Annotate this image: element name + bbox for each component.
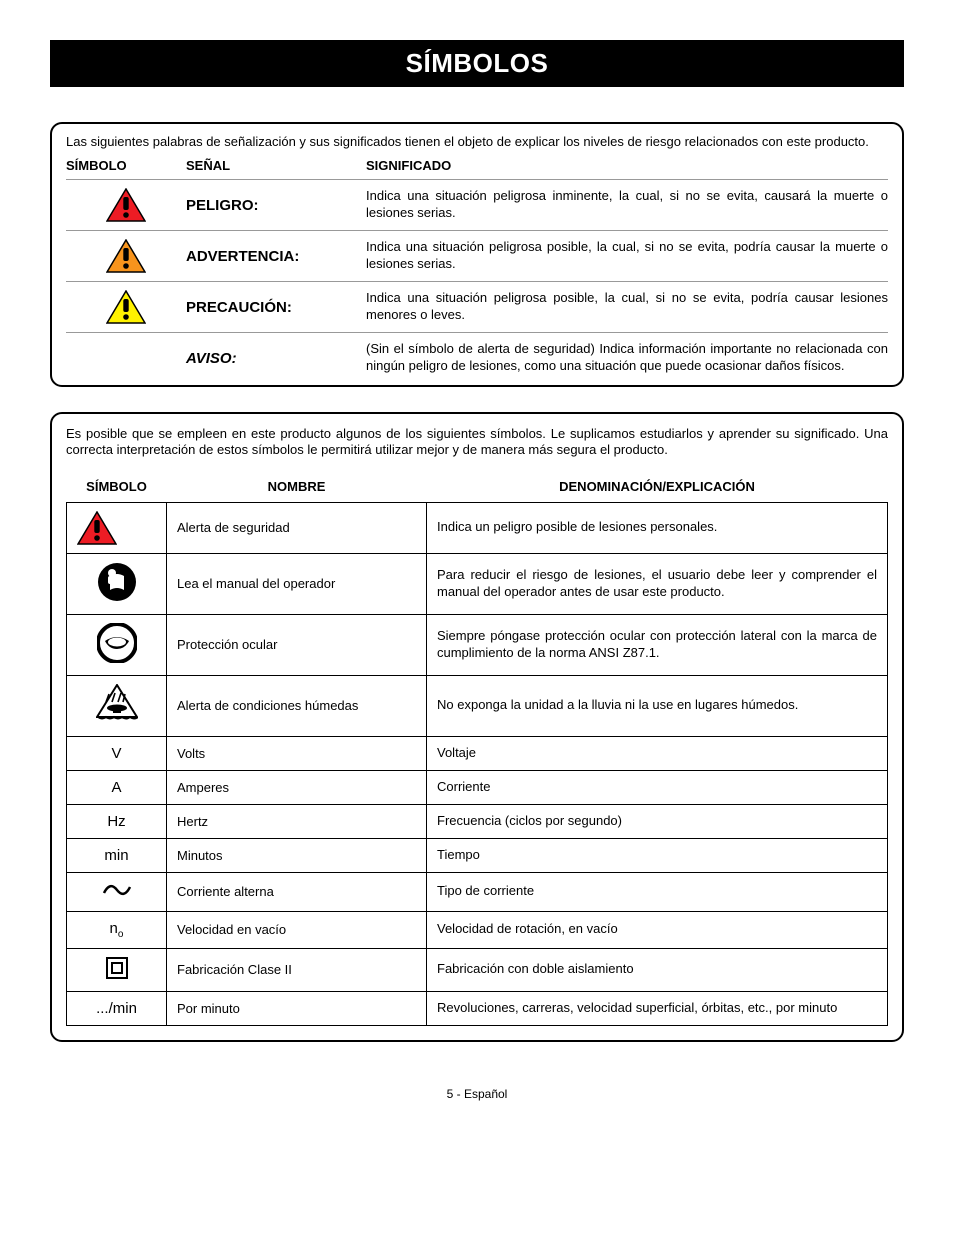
- name-cell: Alerta de condiciones húmedas: [167, 675, 427, 736]
- signal-row: ADVERTENCIA: Indica una situación peligr…: [66, 230, 888, 281]
- box1-header-row: SÍMBOLO SEÑAL SIGNIFICADO: [66, 158, 888, 173]
- table-row: Fabricación Clase II Fabricación con dob…: [67, 948, 888, 991]
- desc-cell: Fabricación con doble aislamiento: [427, 948, 888, 991]
- name-cell: Amperes: [167, 770, 427, 804]
- table-row: Lea el manual del operador Para reducir …: [67, 553, 888, 614]
- table-row: A Amperes Corriente: [67, 770, 888, 804]
- symbols-box: Es posible que se empleen en este produc…: [50, 412, 904, 1042]
- box2-header-name: NOMBRE: [167, 473, 427, 503]
- signal-row-icon: [66, 239, 186, 273]
- signal-row: AVISO: (Sin el símbolo de alerta de segu…: [66, 332, 888, 385]
- table-row: Protección ocular Siempre póngase protec…: [67, 614, 888, 675]
- symbol-cell: [67, 948, 167, 991]
- desc-cell: Tipo de corriente: [427, 872, 888, 911]
- signal-row-meaning: Indica una situación peligrosa posible, …: [366, 290, 888, 324]
- box2-header-desc: DENOMINACIÓN/EXPLICACIÓN: [427, 473, 888, 503]
- signal-row-meaning: Indica una situación peligrosa posible, …: [366, 239, 888, 273]
- table-row: V Volts Voltaje: [67, 736, 888, 770]
- box1-header-meaning: SIGNIFICADO: [366, 158, 888, 173]
- table-row: Alerta de condiciones húmedas No exponga…: [67, 675, 888, 736]
- symbols-table: SÍMBOLO NOMBRE DENOMINACIÓN/EXPLICACIÓN …: [66, 473, 888, 1026]
- table-row: min Minutos Tiempo: [67, 838, 888, 872]
- signal-row: PRECAUCIÓN: Indica una situación peligro…: [66, 281, 888, 332]
- name-cell: Fabricación Clase II: [167, 948, 427, 991]
- name-cell: Protección ocular: [167, 614, 427, 675]
- symbol-cell: [67, 675, 167, 736]
- box1-header-symbol: SÍMBOLO: [66, 158, 186, 173]
- signal-row: PELIGRO: Indica una situación peligrosa …: [66, 179, 888, 230]
- signal-row-label: ADVERTENCIA:: [186, 248, 366, 265]
- signal-row-icon: [66, 188, 186, 222]
- box1-header-signal: SEÑAL: [186, 158, 366, 173]
- desc-cell: Voltaje: [427, 736, 888, 770]
- symbol-cell: min: [67, 838, 167, 872]
- symbol-cell: [67, 872, 167, 911]
- signal-row-meaning: Indica una situación peligrosa inminente…: [366, 188, 888, 222]
- symbol-cell: A: [67, 770, 167, 804]
- box2-header-symbol: SÍMBOLO: [67, 473, 167, 503]
- signal-words-box: Las siguientes palabras de señalización …: [50, 122, 904, 387]
- table-row: .../min Por minuto Revoluciones, carrera…: [67, 991, 888, 1025]
- table-row: Corriente alterna Tipo de corriente: [67, 872, 888, 911]
- desc-cell: Revoluciones, carreras, velocidad superf…: [427, 991, 888, 1025]
- desc-cell: Velocidad de rotación, en vacío: [427, 911, 888, 948]
- desc-cell: Siempre póngase protección ocular con pr…: [427, 614, 888, 675]
- box2-intro: Es posible que se empleen en este produc…: [66, 426, 888, 459]
- desc-cell: Tiempo: [427, 838, 888, 872]
- page-title: SÍMBOLOS: [50, 40, 904, 87]
- table-row: no Velocidad en vacío Velocidad de rotac…: [67, 911, 888, 948]
- symbol-cell: no: [67, 911, 167, 948]
- name-cell: Hertz: [167, 804, 427, 838]
- name-cell: Volts: [167, 736, 427, 770]
- desc-cell: Indica un peligro posible de lesiones pe…: [427, 502, 888, 553]
- signal-row-icon: [66, 290, 186, 324]
- symbol-cell: Hz: [67, 804, 167, 838]
- signal-row-meaning: (Sin el símbolo de alerta de seguridad) …: [366, 341, 888, 375]
- signal-row-label: PELIGRO:: [186, 197, 366, 214]
- symbol-cell: V: [67, 736, 167, 770]
- symbol-cell: [67, 553, 167, 614]
- name-cell: Por minuto: [167, 991, 427, 1025]
- name-cell: Minutos: [167, 838, 427, 872]
- name-cell: Corriente alterna: [167, 872, 427, 911]
- symbol-cell: [67, 502, 167, 553]
- signal-row-label: AVISO:: [186, 350, 366, 367]
- desc-cell: Frecuencia (ciclos por segundo): [427, 804, 888, 838]
- name-cell: Lea el manual del operador: [167, 553, 427, 614]
- box1-intro: Las siguientes palabras de señalización …: [66, 134, 888, 150]
- name-cell: Velocidad en vacío: [167, 911, 427, 948]
- desc-cell: No exponga la unidad a la lluvia ni la u…: [427, 675, 888, 736]
- desc-cell: Corriente: [427, 770, 888, 804]
- table-row: Hz Hertz Frecuencia (ciclos por segundo): [67, 804, 888, 838]
- symbol-cell: .../min: [67, 991, 167, 1025]
- signal-row-label: PRECAUCIÓN:: [186, 299, 366, 316]
- name-cell: Alerta de seguridad: [167, 502, 427, 553]
- desc-cell: Para reducir el riesgo de lesiones, el u…: [427, 553, 888, 614]
- symbol-cell: [67, 614, 167, 675]
- table-row: Alerta de seguridad Indica un peligro po…: [67, 502, 888, 553]
- page-footer: 5 - Español: [50, 1087, 904, 1101]
